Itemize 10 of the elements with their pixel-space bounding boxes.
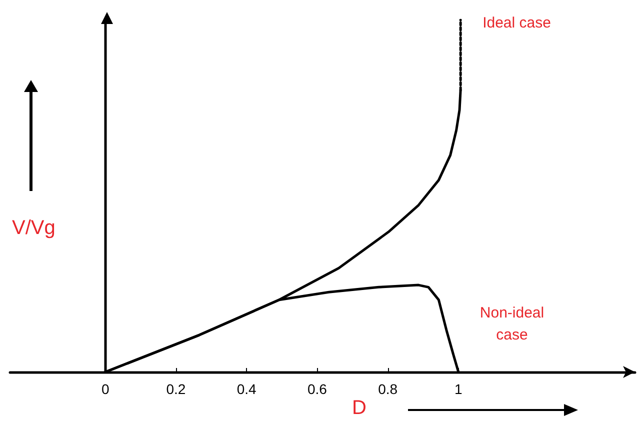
annotation: Ideal case [482,14,551,32]
x-tick-label: 1 [454,381,463,397]
y-axis-title: V/Vg [12,217,56,239]
x-tick-label: 0.6 [307,381,328,397]
x-tick-label: 0 [101,381,110,397]
x-axis-title: D [352,397,366,419]
annotation: Non-ideal case [480,304,544,344]
x-tick-label: 0.8 [378,381,398,397]
x-tick-label: 0.4 [236,381,257,397]
x-tick-label: 0.2 [166,381,186,397]
